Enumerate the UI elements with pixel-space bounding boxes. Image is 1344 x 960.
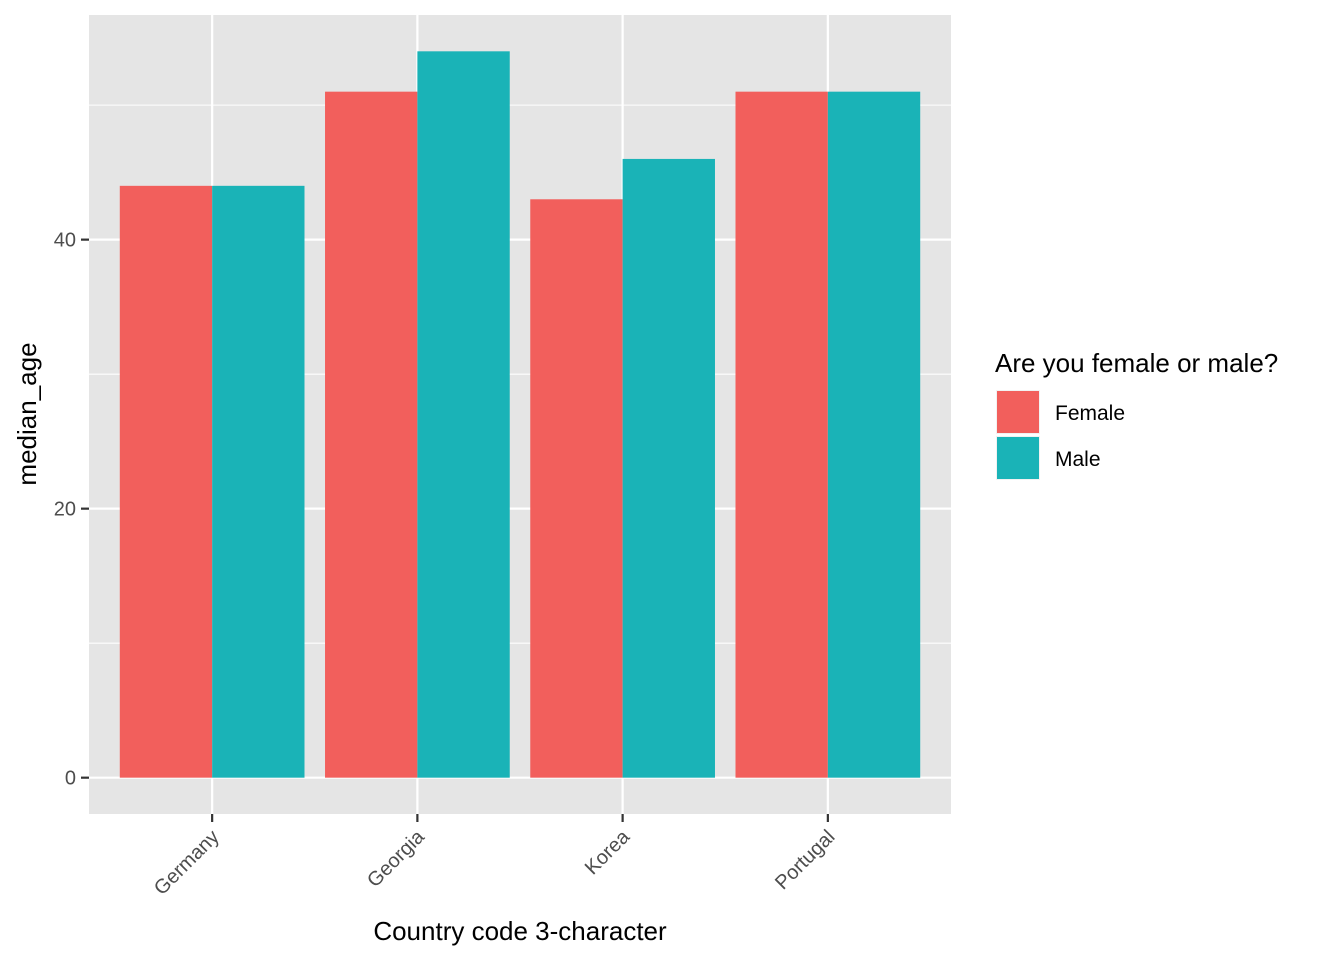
x-axis-title: Country code 3-character — [373, 916, 667, 946]
bar-female-korea — [530, 199, 623, 778]
bar-male-korea — [622, 158, 715, 778]
bar-female-portugal — [735, 91, 828, 778]
y-tick-label: 0 — [65, 768, 76, 790]
y-tick-label: 40 — [54, 230, 76, 252]
x-tick-label-korea: Korea — [581, 825, 635, 879]
legend: Are you female or male? Female Male — [995, 348, 1278, 480]
x-tick-label-georgia: Georgia — [363, 825, 429, 891]
legend-swatch-female — [997, 391, 1039, 433]
x-tick-label-portugal: Portugal — [771, 826, 839, 894]
x-tick-label-germany: Germany — [150, 826, 224, 900]
y-axis-title: median_age — [12, 342, 42, 485]
legend-swatch-male — [997, 437, 1039, 479]
legend-title: Are you female or male? — [995, 348, 1278, 378]
bar-male-georgia — [417, 51, 510, 778]
bar-female-georgia — [325, 91, 418, 778]
bar-male-germany — [212, 185, 305, 778]
legend-label-female: Female — [1055, 402, 1125, 425]
x-axis: Germany Georgia Korea Portugal — [150, 814, 839, 900]
y-axis: 0 20 40 — [54, 230, 89, 790]
y-tick-label: 20 — [54, 499, 76, 521]
bar-male-portugal — [827, 91, 921, 778]
bars — [119, 51, 921, 778]
legend-label-male: Male — [1055, 448, 1101, 471]
bar-female-germany — [119, 185, 213, 778]
